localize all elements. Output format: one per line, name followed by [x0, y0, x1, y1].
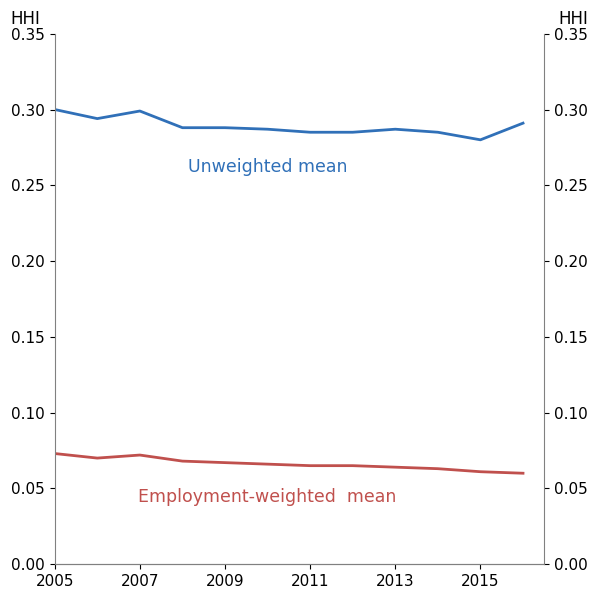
Text: HHI: HHI: [558, 10, 588, 28]
Text: Unweighted mean: Unweighted mean: [188, 158, 347, 176]
Text: HHI: HHI: [11, 10, 41, 28]
Text: Employment-weighted  mean: Employment-weighted mean: [138, 488, 397, 506]
